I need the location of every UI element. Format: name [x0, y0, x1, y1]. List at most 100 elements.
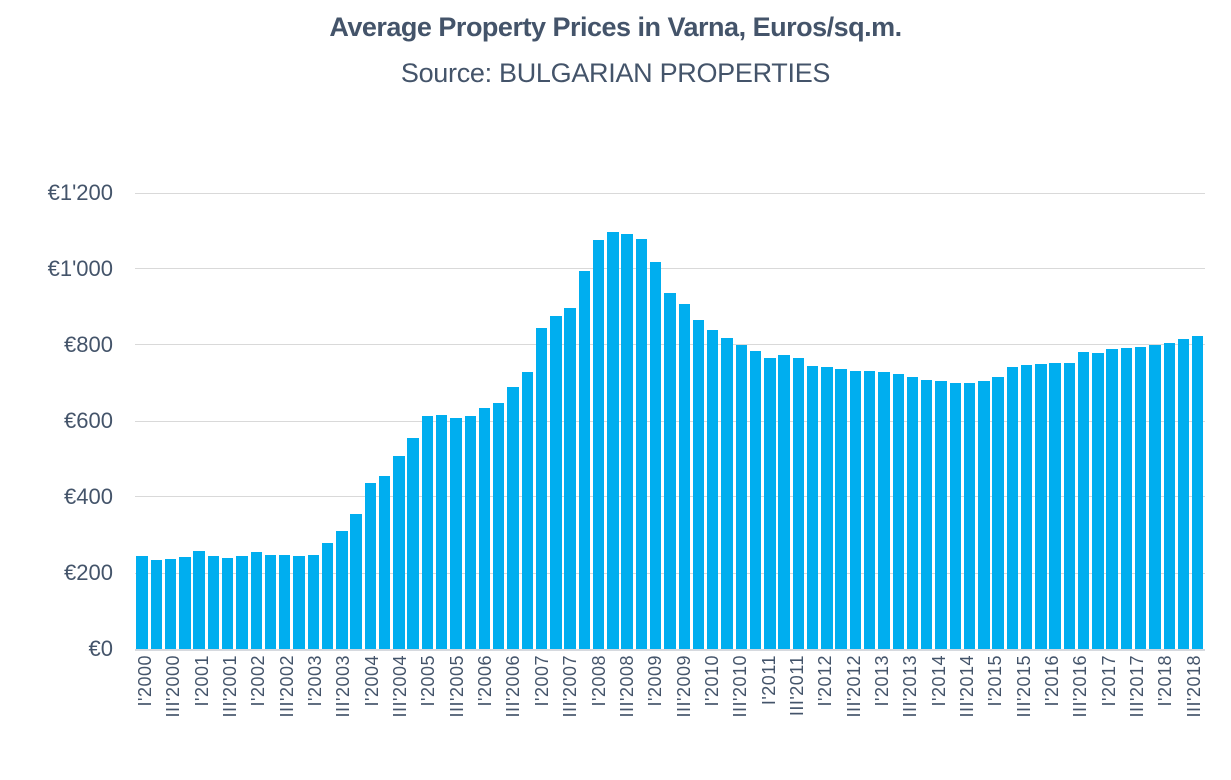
bar-slot [820, 193, 834, 649]
y-axis-labels: €1'200 €1'000 €800 €600 €400 €200 €0 [0, 182, 113, 660]
bar [1092, 352, 1104, 649]
chart-title: Average Property Prices in Varna, Euros/… [329, 12, 902, 42]
bar [535, 328, 548, 649]
x-axis-labels: I'2000 III'2000 I'2001 III'2001 I'2002 III'20… [135, 655, 1205, 779]
x-tick-slot: I'2018 [1155, 655, 1176, 779]
bar [464, 415, 476, 649]
gridline [135, 192, 1205, 194]
bar [164, 559, 177, 649]
bar [607, 232, 619, 649]
x-tick-slot [1006, 655, 1013, 779]
bar-slot [905, 193, 919, 649]
x-tick-label: I'2003 [305, 655, 326, 707]
bar [350, 514, 362, 649]
x-tick-slot [581, 655, 588, 779]
bar [735, 345, 747, 649]
bar-slot [734, 193, 748, 649]
x-tick-slot: I'2006 [475, 655, 496, 779]
bar-slot [1077, 193, 1091, 649]
bar [450, 417, 462, 649]
bar-slot [192, 193, 206, 649]
bar [921, 379, 933, 649]
bar [721, 337, 733, 649]
x-tick-label: I'2006 [475, 655, 496, 707]
x-tick-slot [184, 655, 191, 779]
x-tick-label: I'2004 [361, 655, 382, 707]
bar-slot [178, 193, 192, 649]
x-tick-slot: I'2017 [1099, 655, 1120, 779]
bar-slot [962, 193, 976, 649]
bar [378, 476, 391, 649]
bar-slot [1134, 193, 1148, 649]
x-tick-slot [950, 655, 957, 779]
bar [1192, 335, 1204, 649]
bar [1163, 342, 1175, 649]
x-tick-label: I'2018 [1155, 655, 1176, 707]
x-tick-label: III'2010 [730, 655, 751, 718]
bar [1077, 352, 1090, 649]
bar-slot [520, 193, 534, 649]
bar [436, 414, 448, 649]
bar-slot [948, 193, 962, 649]
x-tick-label: I'2010 [701, 655, 722, 707]
bar [1177, 339, 1190, 649]
bar [407, 438, 419, 649]
bar-slot [278, 193, 292, 649]
bar [364, 482, 377, 649]
bar [963, 383, 976, 649]
bar-slot [463, 193, 477, 649]
bar [821, 367, 833, 649]
bar-slot [306, 193, 320, 649]
bar-slot [1019, 193, 1033, 649]
bar-slot [449, 193, 463, 649]
y-tick-label: €1'000 [47, 255, 113, 281]
bar [1006, 366, 1019, 649]
bar [778, 354, 790, 649]
bar-slot [1034, 193, 1048, 649]
bar [649, 262, 662, 649]
bar [678, 304, 690, 649]
bar [222, 557, 234, 649]
x-tick-slot [383, 655, 390, 779]
bar-slot [320, 193, 334, 649]
bar-slot [977, 193, 991, 649]
x-tick-slot [1091, 655, 1098, 779]
bar-slot [406, 193, 420, 649]
bar-slot [1176, 193, 1190, 649]
x-tick-slot: I'2004 [362, 655, 383, 779]
bar [1063, 362, 1076, 649]
x-tick-slot: III'2017 [1127, 655, 1148, 779]
x-tick-slot [1120, 655, 1127, 779]
x-tick-label: III'2013 [900, 655, 921, 718]
x-tick-label: I'2013 [871, 655, 892, 707]
bar [949, 382, 961, 649]
x-tick-slot: I'2011 [759, 655, 780, 779]
bar [193, 550, 205, 649]
bar-slot [834, 193, 848, 649]
x-tick-slot: III'2002 [277, 655, 298, 779]
x-tick-label: III'2001 [220, 655, 241, 718]
x-tick-slot: I'2012 [815, 655, 836, 779]
x-tick-label: III'2018 [1183, 655, 1204, 718]
bar [1135, 346, 1147, 649]
x-tick-slot: I'2002 [248, 655, 269, 779]
bar-slot [249, 193, 263, 649]
gridline [135, 268, 1205, 270]
y-tick-label: €0 [88, 636, 113, 661]
bar-slot [221, 193, 235, 649]
x-tick-slot: III'2000 [163, 655, 184, 779]
bar-slot [1048, 193, 1062, 649]
x-tick-slot: III'2008 [617, 655, 638, 779]
bar-slot [378, 193, 392, 649]
bar [978, 380, 990, 649]
x-tick-slot [836, 655, 843, 779]
x-tick-slot [354, 655, 361, 779]
bar [707, 330, 719, 649]
bar [521, 372, 533, 649]
x-tick-slot [1035, 655, 1042, 779]
bar [493, 402, 505, 649]
x-tick-label: I'2002 [248, 655, 269, 707]
bar [1120, 348, 1133, 649]
bar-slot [492, 193, 506, 649]
bar-slot [592, 193, 606, 649]
